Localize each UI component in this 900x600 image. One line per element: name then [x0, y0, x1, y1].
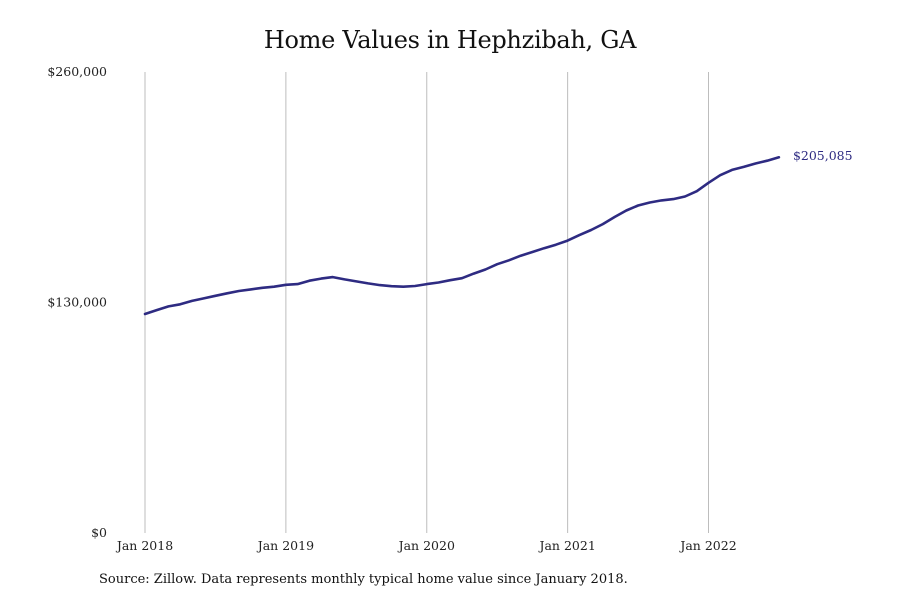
y-tick-label: $260,000 — [47, 64, 107, 79]
chart-title: Home Values in Hephzibah, GA — [263, 26, 637, 54]
x-tick-label: Jan 2020 — [397, 538, 455, 553]
x-tick-label: Jan 2022 — [678, 538, 736, 553]
source-note: Source: Zillow. Data represents monthly … — [99, 572, 628, 587]
y-tick-label: $0 — [91, 525, 107, 540]
x-tick-label: Jan 2021 — [537, 538, 595, 553]
end-value-label: $205,085 — [793, 148, 853, 163]
home-value-line — [143, 156, 781, 316]
x-tick-label: Jan 2019 — [256, 538, 314, 553]
y-tick-label: $130,000 — [47, 295, 107, 310]
x-tick-label: Jan 2018 — [115, 538, 173, 553]
